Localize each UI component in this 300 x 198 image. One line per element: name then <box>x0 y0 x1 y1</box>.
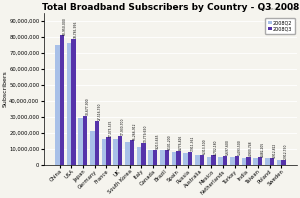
Bar <box>218 157 223 165</box>
Text: 7,911,361: 7,911,361 <box>191 136 195 151</box>
Bar <box>195 155 200 165</box>
Bar <box>265 158 270 165</box>
Text: 27,516,750: 27,516,750 <box>98 103 101 120</box>
Text: 5,697,600: 5,697,600 <box>226 139 230 155</box>
Bar <box>137 147 141 165</box>
Text: Source: Point Topic: Source: Point Topic <box>260 7 297 11</box>
Title: Total Broadband Subscribers by Country - Q3 2008: Total Broadband Subscribers by Country -… <box>42 3 299 12</box>
Bar <box>211 155 216 165</box>
Bar <box>83 115 87 165</box>
Bar <box>246 157 251 165</box>
Text: 8,776,816: 8,776,816 <box>179 135 183 150</box>
Bar <box>102 139 106 165</box>
Bar <box>223 155 227 165</box>
Text: 30,677,900: 30,677,900 <box>86 97 90 115</box>
Text: 4,482,205: 4,482,205 <box>261 142 265 157</box>
Bar <box>176 150 181 165</box>
Text: 6,313,500: 6,313,500 <box>202 138 206 154</box>
Bar <box>125 142 130 165</box>
Bar <box>242 158 246 165</box>
Bar <box>55 45 59 165</box>
Bar <box>172 152 176 165</box>
Bar <box>200 154 204 165</box>
Bar <box>141 143 146 165</box>
Bar <box>94 121 99 165</box>
Bar <box>235 156 239 165</box>
Text: 15,266,912: 15,266,912 <box>132 122 137 140</box>
Text: 13,779,650: 13,779,650 <box>144 125 148 142</box>
Text: 17,930,700: 17,930,700 <box>121 118 125 135</box>
Bar <box>148 150 153 165</box>
Text: 4,900,748: 4,900,748 <box>249 141 253 156</box>
Text: 9,213,665: 9,213,665 <box>156 134 160 149</box>
Text: 78,785,996: 78,785,996 <box>74 21 78 38</box>
Bar <box>230 157 235 165</box>
Bar <box>207 157 211 165</box>
Bar <box>130 140 134 165</box>
Bar <box>281 160 286 165</box>
Text: 80,950,000: 80,950,000 <box>62 17 66 35</box>
Bar <box>113 139 118 165</box>
Bar <box>71 38 76 165</box>
Text: 9,101,200: 9,101,200 <box>167 134 171 149</box>
Bar <box>90 131 94 165</box>
Bar <box>184 153 188 165</box>
Bar <box>270 158 274 165</box>
Text: 5,702,180: 5,702,180 <box>214 140 218 155</box>
Text: 17,075,535: 17,075,535 <box>109 119 113 137</box>
Bar <box>59 35 64 165</box>
Text: 2,912,750: 2,912,750 <box>284 144 288 159</box>
Bar <box>254 158 258 165</box>
Y-axis label: Subscribers: Subscribers <box>3 70 8 107</box>
Bar <box>160 150 165 165</box>
Bar <box>277 160 281 165</box>
Bar <box>79 118 83 165</box>
Bar <box>165 150 169 165</box>
Bar <box>188 152 192 165</box>
Bar <box>153 150 157 165</box>
Bar <box>67 43 71 165</box>
Bar <box>258 157 262 165</box>
Bar <box>118 136 122 165</box>
Text: 5,493,500: 5,493,500 <box>237 140 242 155</box>
Legend: 2008Q2, 2008Q3: 2008Q2, 2008Q3 <box>265 18 295 34</box>
Text: 3,912,822: 3,912,822 <box>272 143 276 158</box>
Bar <box>106 137 111 165</box>
